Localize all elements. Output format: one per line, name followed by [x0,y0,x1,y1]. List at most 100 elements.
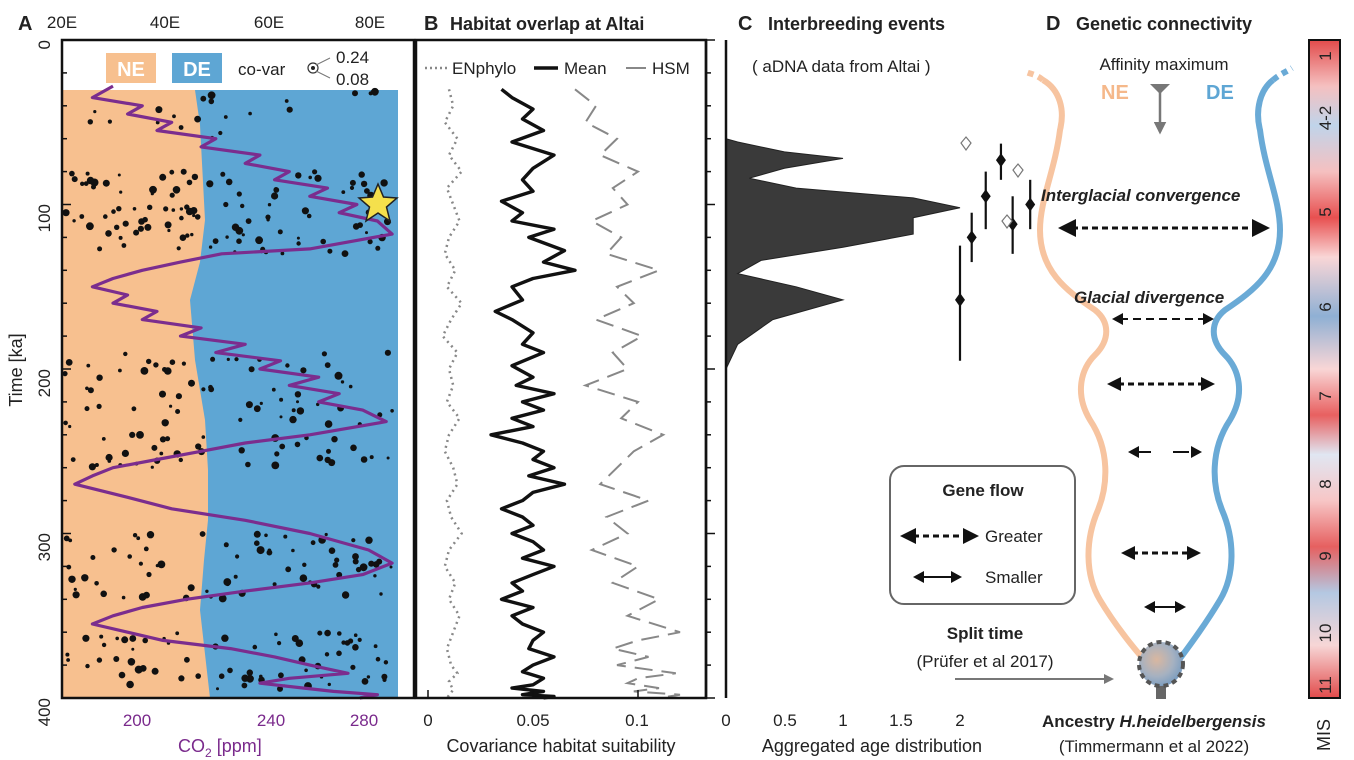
covariance-dot [264,533,268,538]
age-distribution-area [725,138,961,370]
covariance-dot [384,349,391,356]
covariance-dot [159,173,167,181]
event-diamond [995,153,1006,168]
flow-arrow-7-right [1201,377,1215,391]
covariance-dot [236,238,242,244]
covariance-dot [127,658,136,666]
covariance-dot [150,465,154,469]
covariance-dot [102,179,110,187]
c-xtick-15: 1.5 [889,711,913,730]
covariance-dot [121,243,127,248]
covariance-dot [328,547,336,554]
covariance-dot [84,406,90,412]
b-xlabel: Covariance habitat suitability [446,736,675,756]
mis-stage-4-2: 4-2 [1316,106,1335,131]
covariance-dot [373,644,378,649]
flow-arrow-10-left [1144,601,1155,613]
covariance-dot [65,652,70,657]
connectivity-rungs [1045,104,1280,638]
mis-label: MIS [1314,719,1334,751]
covariance-dot [383,660,389,665]
event-diamond [955,292,965,307]
covariance-dot [238,417,243,422]
covariance-dot [327,248,333,254]
covariance-dot [190,232,194,237]
legend-ne: NE [117,59,145,81]
c-xlabel: Aggregated age distribution [762,736,982,756]
ytick-400: 400 [35,698,54,726]
covariance-dot [295,639,304,647]
covariance-dot [294,441,301,448]
covariance-dot [107,119,112,124]
covariance-dot [336,650,342,657]
covariance-dot [100,590,107,598]
covariance-dot [324,629,331,637]
covariance-dot [149,185,157,194]
covariance-dot [105,453,113,462]
covariance-dot [96,657,103,663]
covariance-dot [134,665,143,674]
covariance-dot [375,245,381,251]
covariance-dot [68,424,72,429]
covariance-dot [146,571,152,578]
covariance-dot [365,536,373,544]
covariance-dot [352,553,359,560]
covariance-dot [147,204,153,210]
covariance-dot [341,250,349,257]
covariance-dot [223,201,229,208]
covariance-dot [271,387,276,392]
covariance-dot [364,188,370,194]
covariance-dot [278,672,284,679]
covariance-dot [169,404,173,408]
mis-stage-6: 6 [1316,302,1335,311]
mis-stage-11: 11 [1316,676,1335,694]
covariance-dot [225,235,229,239]
covar-label: co-var [238,60,286,79]
b-xtick-005: 0.05 [516,711,549,730]
smaller-arrow-right [951,571,962,583]
covariance-dot [70,457,76,462]
covariance-dot [349,179,356,186]
covariance-dot [389,565,393,569]
covariance-dot [86,222,94,231]
covariance-dot [271,461,280,470]
covariance-dot [131,647,135,651]
covariance-dot [245,401,253,409]
covariance-dot [386,456,390,460]
covariance-dot [265,214,271,220]
covariance-dot [142,216,148,223]
covariance-dot [111,547,117,553]
covariance-dot [159,390,166,398]
affinity-label: Affinity maximum [1099,55,1228,74]
covariance-dot [105,230,112,237]
gene-flow-box [889,465,1076,605]
covariance-dot [277,229,283,235]
c-xtick-05: 0.5 [773,711,797,730]
covariance-dot [99,634,104,639]
covariance-dot [118,368,122,373]
covariance-dot [248,366,255,373]
xtick-lon-40: 40E [150,13,180,32]
covariance-dot [285,363,290,368]
flow-arrow-6-right [1203,313,1214,325]
covariance-dot [113,656,120,662]
flow-arrow-9-right [1187,546,1201,560]
co2-label-main: CO [178,736,205,756]
xtick-co2-280: 280 [350,711,378,730]
flow-arrow-8-left [1128,446,1139,458]
panel-d-title: Genetic connectivity [1076,14,1252,34]
hollow-diamond-3 [1001,214,1013,230]
covariance-dot [179,234,187,241]
covariance-dot [164,221,172,229]
covariance-dot [277,685,283,692]
covariance-dot [255,236,263,245]
covariance-dot [96,403,102,409]
covariance-dot [390,409,394,413]
covariance-dot [295,172,302,179]
covariance-dot [123,351,128,357]
ytick-300: 300 [35,533,54,561]
covariance-dot [274,451,280,457]
covariance-dot [68,538,73,543]
covariance-dot [321,351,327,357]
covariance-dot [205,589,209,593]
